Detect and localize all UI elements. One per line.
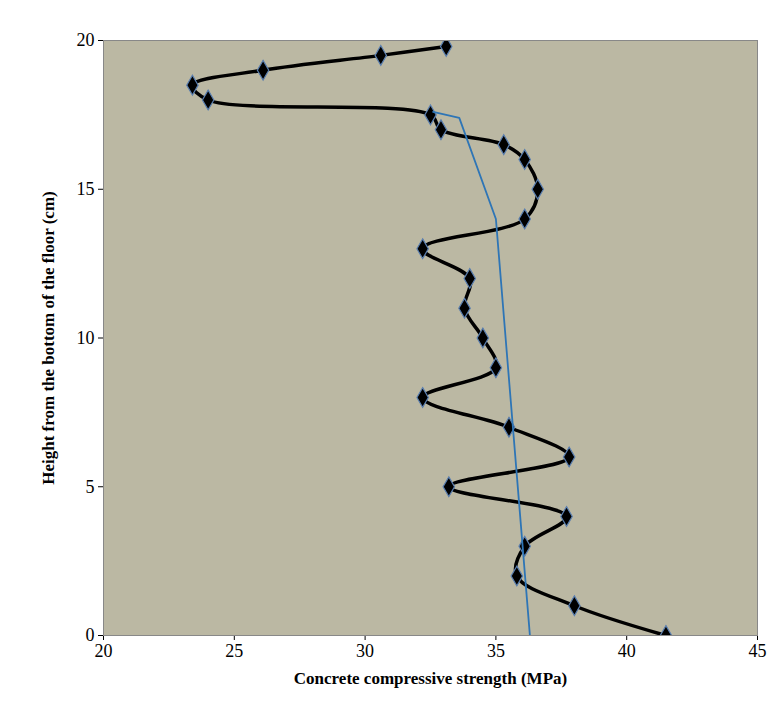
svg-text:0: 0: [86, 625, 95, 645]
svg-text:20: 20: [77, 30, 95, 50]
svg-text:5: 5: [86, 477, 95, 497]
svg-text:20: 20: [95, 641, 113, 661]
svg-text:Concrete compressive strength: Concrete compressive strength (MPa): [294, 669, 567, 688]
svg-text:30: 30: [356, 641, 374, 661]
svg-text:10: 10: [77, 328, 95, 348]
svg-text:45: 45: [749, 641, 767, 661]
svg-text:Height from the bottom of the: Height from the bottom of the floor (cm): [39, 191, 58, 485]
svg-text:35: 35: [487, 641, 505, 661]
svg-text:40: 40: [618, 641, 636, 661]
svg-text:25: 25: [225, 641, 243, 661]
svg-text:15: 15: [77, 179, 95, 199]
